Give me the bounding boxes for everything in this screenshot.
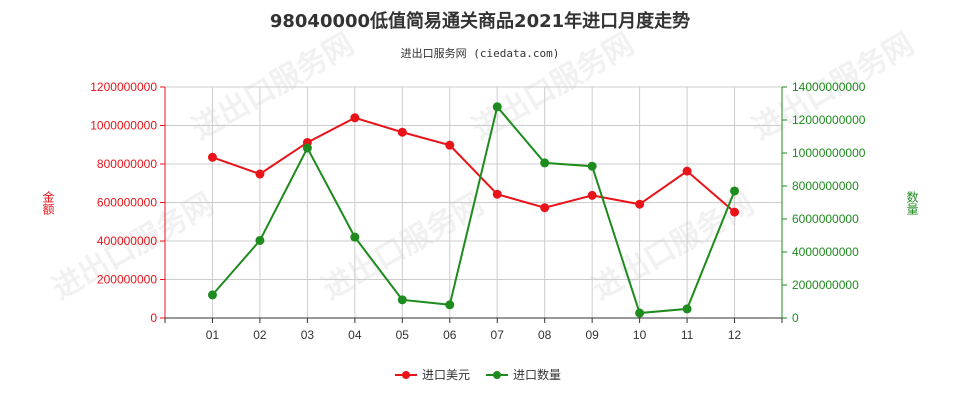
legend-swatch-marker [493,371,501,379]
y-right-axis-label: 数量 [905,190,919,215]
y-left-tick-label: 400000000 [97,234,157,248]
y-right-tick-label: 14000000000 [792,80,866,94]
y-right-tick-label: 2000000000 [792,278,859,292]
chart-title: 98040000低值简易通关商品2021年进口月度走势 [270,10,690,32]
y-left-tick-label: 800000000 [97,157,157,171]
series-1-point[interactable] [445,140,455,150]
series-2-point[interactable] [302,143,312,153]
series-2-point[interactable] [492,102,502,112]
series-2-point[interactable] [207,290,217,300]
series-1-point[interactable] [587,190,597,200]
x-tick-label: 04 [348,328,362,342]
x-tick-label: 05 [396,328,410,342]
series-2-point[interactable] [730,186,740,196]
x-tick-label: 11 [681,328,694,342]
series-1-point[interactable] [255,169,265,179]
legend: 进口美元 进口数量 [395,367,561,382]
legend-label: 进口数量 [513,367,561,382]
series-2-point[interactable] [445,300,455,310]
series-2-point[interactable] [635,308,645,318]
series-2-point[interactable] [682,304,692,314]
series-1-point[interactable] [350,113,360,123]
y-left-tick-label: 200000000 [97,273,157,287]
series-2-point[interactable] [350,232,360,242]
y-left-tick-label: 0 [150,311,157,325]
series-1-point[interactable] [682,166,692,176]
series-2-point[interactable] [397,295,407,305]
legend-label: 进口美元 [422,368,470,382]
series-1-point[interactable] [492,189,502,199]
x-tick-label: 03 [301,328,315,342]
series-1-point[interactable] [207,152,217,162]
series-2-point[interactable] [540,158,550,168]
series-1-point[interactable] [540,203,550,213]
series-line-1 [212,116,736,213]
x-tick-label: 02 [253,328,267,342]
x-tick-label: 01 [206,328,220,342]
y-right-tick-label: 4000000000 [792,245,859,259]
y-right-tick-label: 12000000000 [792,113,866,127]
watermark-text: 进出口服务网 [587,187,760,307]
series-2-point[interactable] [587,161,597,171]
legend-swatch-marker [402,371,410,379]
y-left-tick-label: 600000000 [97,196,157,210]
y-right-tick-label: 8000000000 [792,179,859,193]
y-left-tick-label: 1200000000 [90,80,157,94]
x-tick-label: 10 [633,328,647,342]
y-right-tick-label: 10000000000 [792,146,866,160]
y-left-tick-label: 1000000000 [90,119,157,133]
series-1-point[interactable] [397,127,407,137]
series-2-point[interactable] [255,235,265,245]
y-left-axis-label: 金额 [41,190,55,216]
axes [160,86,787,323]
series-1-point[interactable] [730,207,740,217]
x-tick-label: 09 [585,328,599,342]
y-right-tick-label: 6000000000 [792,212,859,226]
series-line-2 [211,104,736,315]
series-layer [207,102,740,318]
x-tick-label: 12 [728,328,742,342]
series-1-point[interactable] [635,199,645,209]
y-right-tick-label: 0 [792,311,799,325]
x-tick-label: 07 [491,328,505,342]
tick-labels: 0200000000400000000600000000800000000100… [90,80,865,342]
x-tick-label: 08 [538,328,552,342]
chart-subtitle: 进出口服务网 (ciedata.com) [401,46,560,60]
x-tick-label: 06 [443,328,457,342]
